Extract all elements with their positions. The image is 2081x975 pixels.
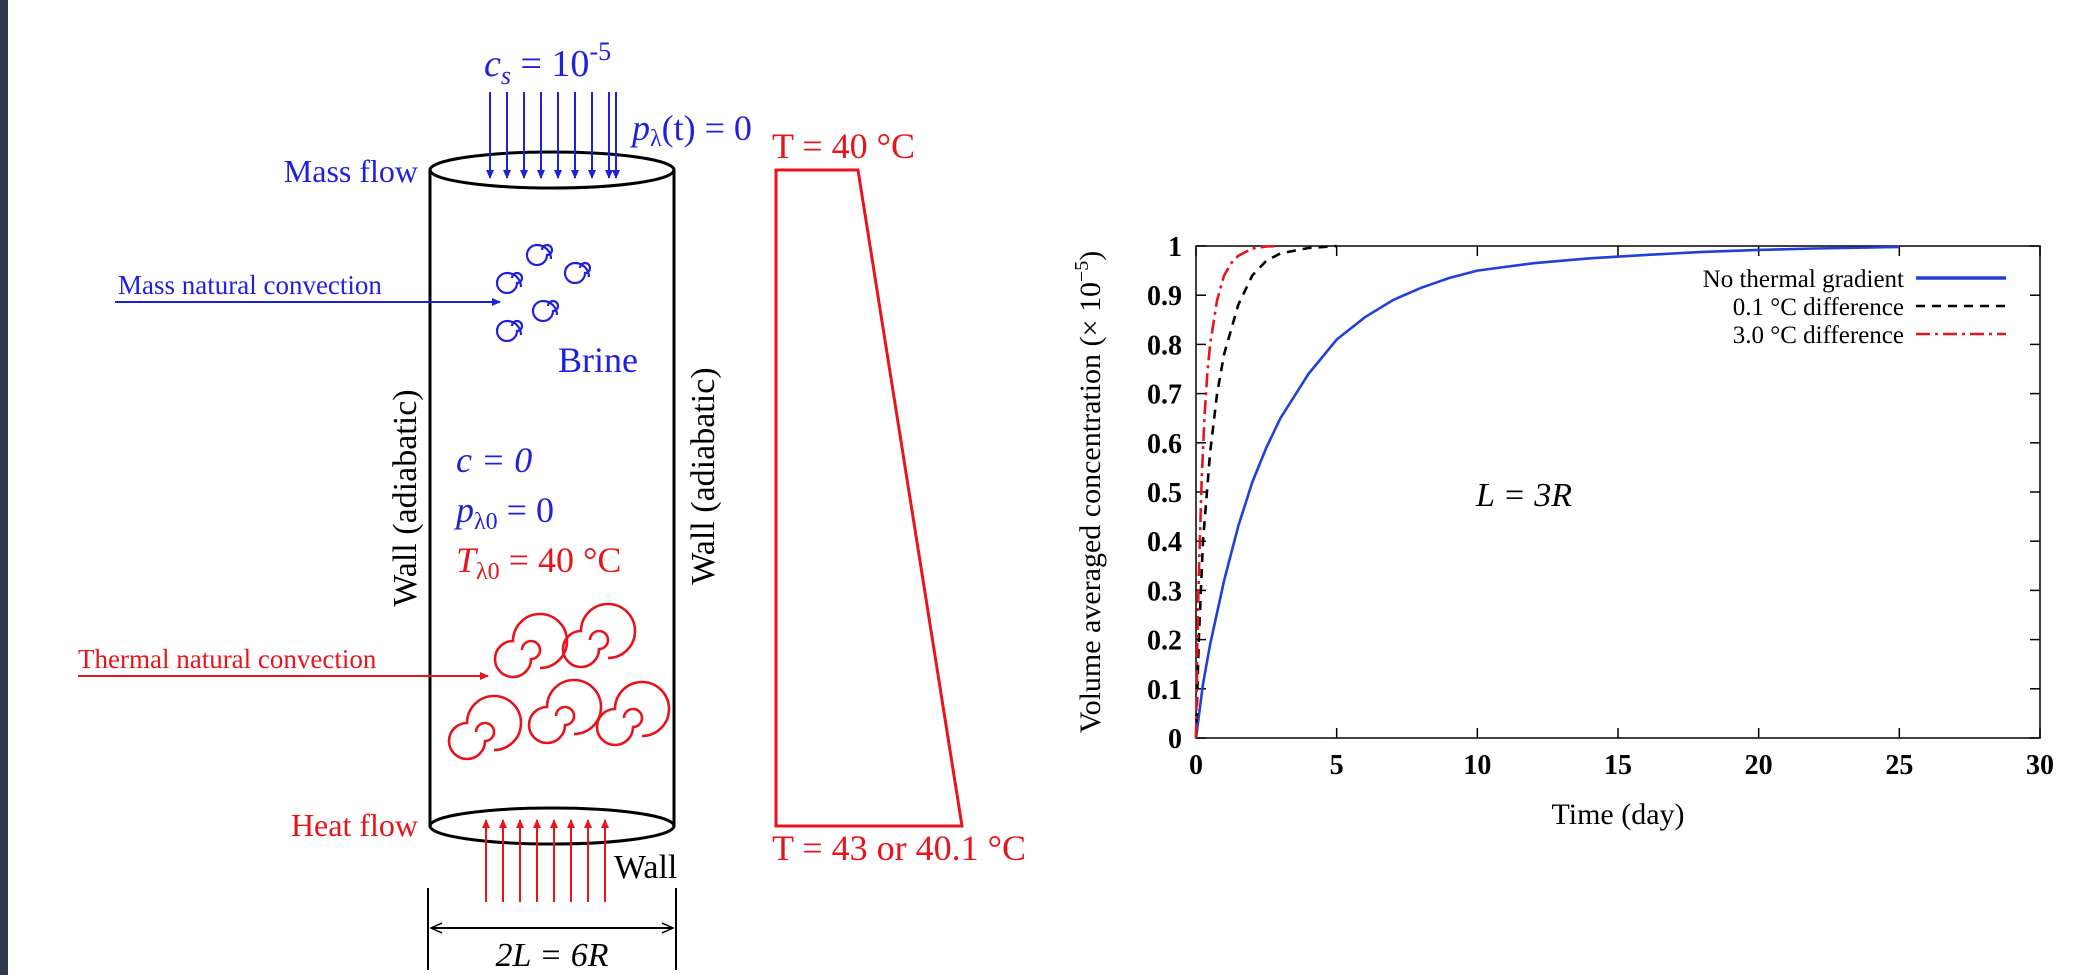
thermal-convection-label: Thermal natural convection <box>78 644 377 674</box>
y-tick-label: 0 <box>1168 724 1182 755</box>
width-label: 2L = 6R <box>495 937 608 974</box>
y-tick-label: 0.4 <box>1147 527 1182 558</box>
y-tick-label: 1 <box>1168 232 1182 263</box>
legend-label-1: No thermal gradient <box>1703 266 1904 293</box>
y-tick-label: 0.9 <box>1147 281 1182 312</box>
temp-bottom-label: T = 43 or 40.1 °C <box>772 828 1026 868</box>
x-axis-label: Time (day) <box>1551 798 1684 831</box>
cylinder <box>428 150 676 846</box>
x-tick-label: 25 <box>1885 750 1913 781</box>
mass-swirls <box>495 243 592 343</box>
heat-inflow-arrows <box>482 819 609 902</box>
x-tick-label: 20 <box>1745 750 1773 781</box>
window-edge-bar <box>0 0 8 975</box>
axis-ticks <box>1195 245 2041 739</box>
p0-label: pλ0 = 0 <box>453 490 554 535</box>
legend-label-2: 0.1 °C difference <box>1733 294 1904 321</box>
cs-label: cs = 10-5 <box>484 37 611 90</box>
mass-inflow-arrows <box>486 92 620 179</box>
series-lines <box>1194 244 1900 739</box>
chart-annotation: L = 3R <box>1475 477 1572 514</box>
y-tick-label: 0.8 <box>1147 330 1182 361</box>
y-tick-label: 0.6 <box>1147 429 1182 460</box>
wall-right-label: Wall (adiabatic) <box>685 367 722 584</box>
width-dimension <box>427 888 677 970</box>
cylinder-bottom-rim <box>428 806 676 846</box>
schematic-diagram: cs = 10-5 pλ(t) = 0 Mass flow Mass natur… <box>78 37 1026 974</box>
x-tick-label: 0 <box>1189 750 1203 781</box>
concentration-chart: 0 0.1 0.2 0.3 0.4 0.5 0.6 0.7 0.8 0.9 1 0 5 10 15 20 25… <box>1071 232 2054 831</box>
x-tick-label: 15 <box>1604 750 1632 781</box>
x-tick-label: 30 <box>2026 750 2054 781</box>
mass-flow-label: Mass flow <box>284 153 418 189</box>
cylinder-top-rim <box>428 150 676 190</box>
plot-frame <box>1195 245 2041 739</box>
plambda-label: pλ(t) = 0 <box>629 108 752 152</box>
x-tick-label: 5 <box>1330 750 1344 781</box>
y-tick-labels: 0 0.1 0.2 0.3 0.4 0.5 0.6 0.7 0.8 0.9 1 <box>1147 232 1182 755</box>
y-tick-label: 0.5 <box>1147 478 1182 509</box>
temp-top-label: T = 40 °C <box>772 126 915 166</box>
thermal-swirls <box>447 602 671 761</box>
legend-label-3: 3.0 °C difference <box>1733 322 1904 349</box>
temperature-profile <box>774 168 964 828</box>
x-tick-label: 10 <box>1463 750 1491 781</box>
y-tick-label: 0.3 <box>1147 576 1182 607</box>
y-tick-label: 0.2 <box>1147 626 1182 657</box>
y-tick-label: 0.1 <box>1147 675 1182 706</box>
c-zero-label: c = 0 <box>456 440 532 480</box>
wall-bottom-label: Wall <box>614 849 677 886</box>
series-line-1 <box>1194 245 1900 739</box>
wall-left-label: Wall (adiabatic) <box>387 389 424 606</box>
series-line-3 <box>1194 244 1281 739</box>
brine-label: Brine <box>558 340 638 380</box>
y-axis-label: Volume averaged concentration (× 10−5) <box>1071 251 1107 733</box>
t0-label: Tλ0 = 40 °C <box>456 540 621 585</box>
x-tick-labels: 0 5 10 15 20 25 30 <box>1189 750 2054 781</box>
heat-flow-label: Heat flow <box>291 807 418 843</box>
series-line-2 <box>1194 244 1337 739</box>
y-tick-label: 0.7 <box>1147 380 1182 411</box>
mass-convection-label: Mass natural convection <box>118 270 382 300</box>
